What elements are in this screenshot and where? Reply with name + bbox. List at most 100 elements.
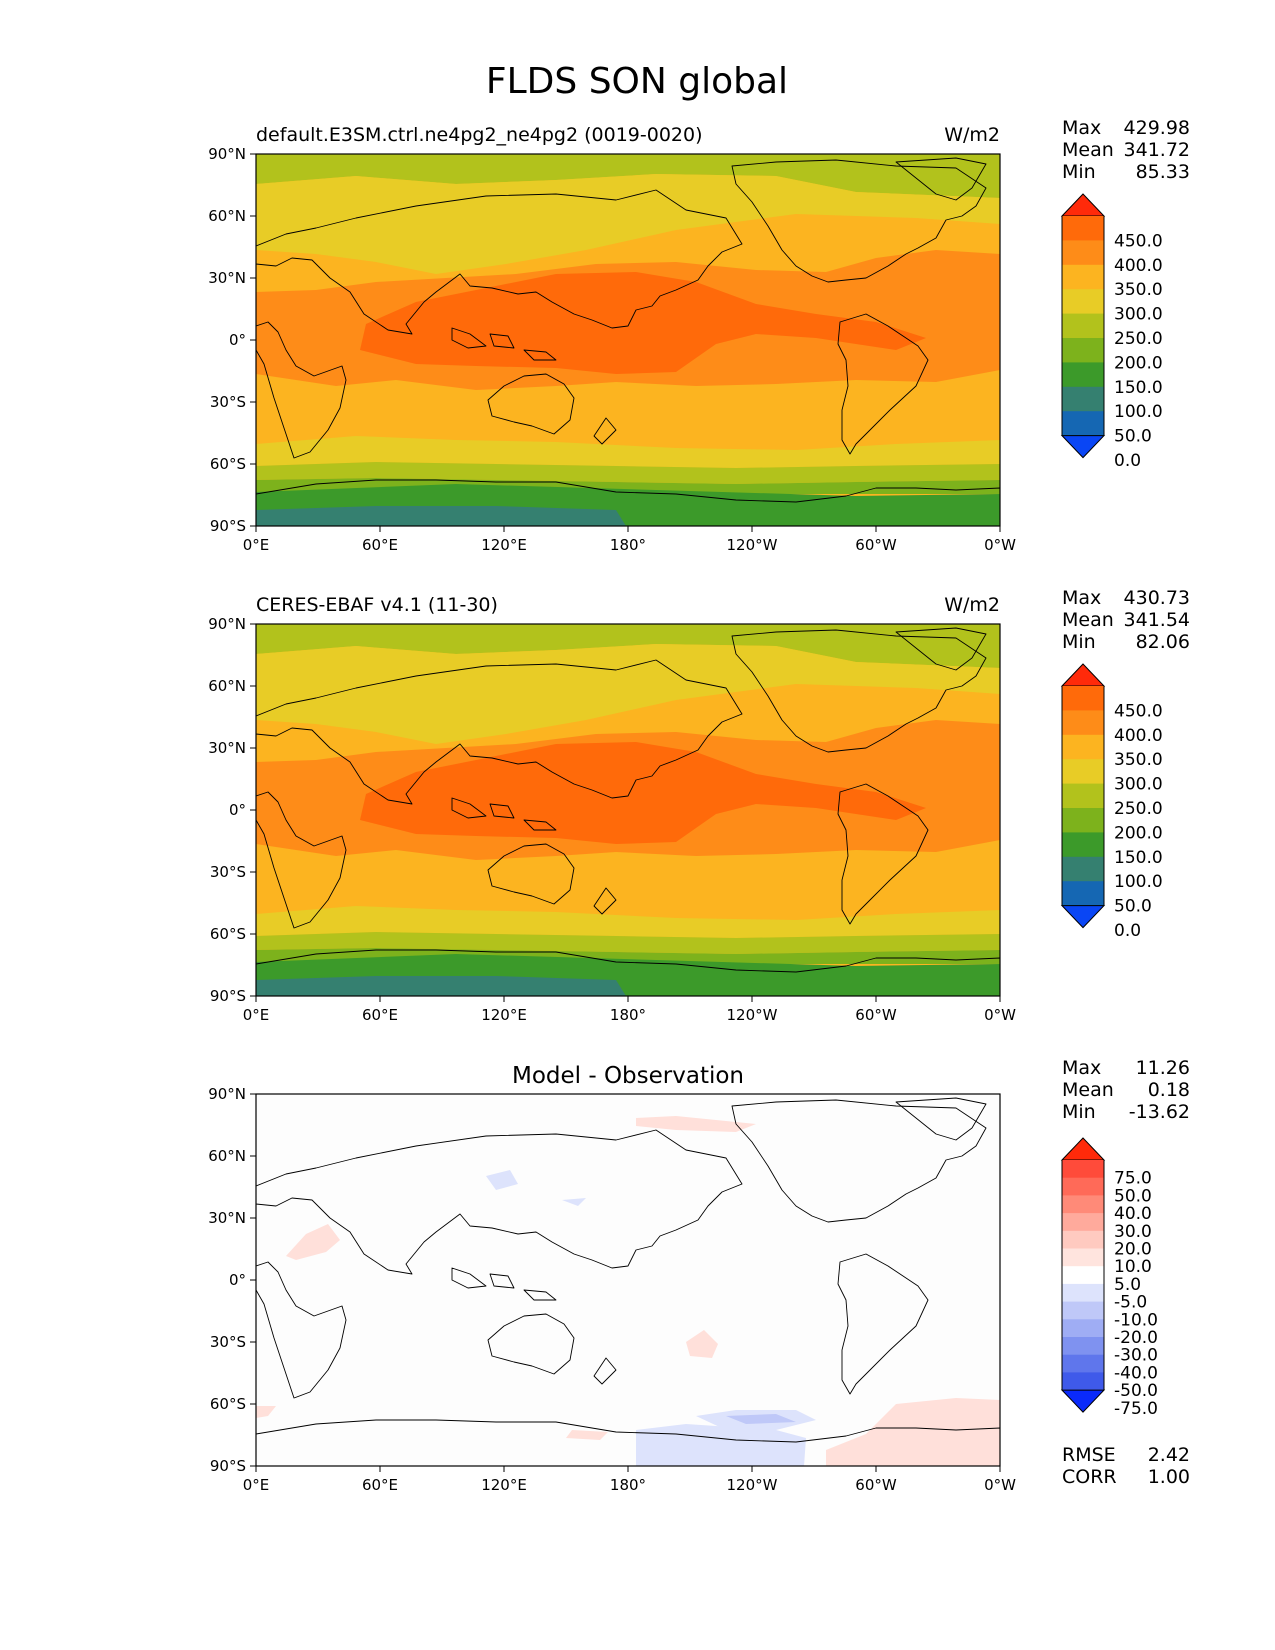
colorbar: 75.050.040.030.020.010.05.0-5.0-10.0-20.… (1060, 1137, 1158, 1419)
stats: Max 429.98 Mean 341.72 Min 85.33 (1062, 117, 1190, 183)
lon-tick-label: 0°E (243, 1006, 270, 1024)
lat-tick-label: 30°N (208, 269, 246, 287)
lat-tick-label: 90°S (210, 1457, 246, 1475)
stat-label: Mean (1062, 1079, 1114, 1101)
lon-tick-label: 120°E (481, 1476, 527, 1494)
colorbar-tick-label: -75.0 (1114, 1399, 1158, 1419)
colorbar-swatch (1062, 808, 1104, 833)
colorbar-tick-label: 100.0 (1114, 402, 1163, 422)
lat-tick-label: 0° (229, 331, 246, 349)
lon-tick-label: 60°W (855, 1006, 897, 1024)
stat-label: Max (1062, 117, 1101, 139)
lat-tick-label: 30°S (210, 1333, 246, 1351)
lat-tick-label: 30°S (210, 863, 246, 881)
colorbar-swatch (1062, 1283, 1104, 1303)
colorbar-swatch (1062, 1160, 1104, 1179)
panel-units: W/m2 (944, 124, 1000, 146)
colorbar-tick-label: 0.0 (1114, 451, 1141, 471)
colorbar-tick-label: -30.0 (1114, 1346, 1158, 1366)
colorbar-tick-label: 50.0 (1114, 897, 1152, 917)
stat-value: 341.72 (1124, 139, 1190, 161)
colorbar-swatch (1062, 216, 1104, 241)
colorbar-tick-label: 250.0 (1114, 799, 1163, 819)
lat-tick-label: 60°S (210, 1395, 246, 1413)
colorbar-tick-label: 100.0 (1114, 872, 1163, 892)
map (256, 1094, 1000, 1466)
colorbar-swatch (1062, 1230, 1104, 1250)
lon-tick-label: 120°E (481, 536, 527, 554)
lon-tick-label: 180° (610, 536, 646, 554)
colorbar: 450.0 400.0 350.0 300.0 250.0 200.0 150.0 100.0… (1060, 663, 1163, 941)
figure-title: FLDS SON global (486, 61, 788, 102)
colorbar-tick-label: 75.0 (1114, 1169, 1152, 1189)
colorbar-tick-label: 5.0 (1114, 1275, 1141, 1295)
colorbar-swatch (1062, 1266, 1104, 1285)
colorbar-swatch (1062, 1337, 1104, 1356)
colorbar-tick-label: -20.0 (1114, 1328, 1158, 1348)
colorbar-swatch (1062, 289, 1104, 315)
stat-value: 429.98 (1124, 117, 1190, 139)
stats: Max 11.26 Mean 0.18 Min -13.62 (1062, 1057, 1190, 1123)
stat-label: Min (1062, 631, 1096, 653)
stat-label: Mean (1062, 609, 1114, 631)
lat-tick-label: 90°N (208, 1085, 246, 1103)
colorbar-extend-max (1060, 193, 1106, 217)
lon-tick-label: 0°W (984, 1476, 1016, 1494)
lon-tick-label: 120°W (727, 1006, 778, 1024)
lat-tick-label: 90°S (210, 517, 246, 535)
lat-tick-label: 60°N (208, 677, 246, 695)
lat-tick-label: 60°S (210, 455, 246, 473)
stat-value: 82.06 (1136, 631, 1190, 653)
lon-tick-label: 0°E (243, 536, 270, 554)
lat-tick-label: 90°S (210, 987, 246, 1005)
colorbar-tick-label: 150.0 (1114, 378, 1163, 398)
colorbar: 450.0 400.0 350.0 300.0 250.0 200.0 150.0 100.0… (1060, 193, 1163, 471)
colorbar-swatch (1062, 686, 1104, 711)
colorbar-swatch (1062, 264, 1104, 290)
colorbar-tick-label: 350.0 (1114, 750, 1163, 770)
stat-value: 85.33 (1136, 161, 1190, 183)
lon-tick-label: 0°E (243, 1476, 270, 1494)
colorbar-swatch (1062, 1195, 1104, 1214)
lon-tick-label: 60°E (362, 1006, 398, 1024)
stat-value: 2.42 (1148, 1444, 1190, 1466)
lon-tick-label: 0°W (984, 536, 1016, 554)
coastlines (256, 1097, 1000, 1466)
stat-label: RMSE (1062, 1444, 1116, 1466)
colorbar-swatch (1062, 1213, 1104, 1232)
stat-value: 1.00 (1148, 1466, 1190, 1488)
colorbar-tick-label: -5.0 (1114, 1293, 1147, 1313)
colorbar-extend-max (1060, 663, 1106, 687)
lat-tick-label: 60°N (208, 1147, 246, 1165)
panel-left-title: default.E3SM.ctrl.ne4pg2_ne4pg2 (0019-00… (256, 124, 703, 146)
panel-center-title: Model - Observation (512, 1063, 744, 1089)
colorbar-tick-label: 10.0 (1114, 1257, 1152, 1277)
colorbar-swatch (1062, 1177, 1104, 1196)
colorbar-tick-label: -40.0 (1114, 1363, 1158, 1383)
panel-2: CERES-EBAF v4.1 (11-30) W/m2 90°N 60°N 30°N 0… (208, 587, 1190, 1024)
stat-label: Min (1062, 1101, 1096, 1123)
lon-tick-label: 120°E (481, 1006, 527, 1024)
lat-tick-label: 30°N (208, 1209, 246, 1227)
colorbar-tick-label: 300.0 (1114, 305, 1163, 325)
colorbar-tick-label: 200.0 (1114, 353, 1163, 373)
colorbar-swatch (1062, 1301, 1104, 1320)
stat-label: Mean (1062, 139, 1114, 161)
colorbar-swatch (1062, 338, 1104, 363)
panel-units: W/m2 (944, 594, 1000, 616)
colorbar-swatch (1062, 783, 1104, 809)
colorbar-swatch (1062, 1248, 1104, 1267)
colorbar-tick-label: 400.0 (1114, 256, 1163, 276)
colorbar-extend-max (1060, 1137, 1106, 1161)
stat-value: 341.54 (1124, 609, 1190, 631)
colorbar-tick-label: 150.0 (1114, 848, 1163, 868)
colorbar-tick-label: 20.0 (1114, 1240, 1152, 1260)
stat-value: 430.73 (1124, 587, 1190, 609)
stats: Max 430.73 Mean 341.54 Min 82.06 (1062, 587, 1190, 653)
colorbar-swatch (1062, 856, 1104, 882)
colorbar-swatch (1062, 1354, 1104, 1373)
colorbar-swatch (1062, 832, 1104, 858)
colorbar-tick-label: -50.0 (1114, 1381, 1158, 1401)
lat-tick-label: 30°N (208, 739, 246, 757)
